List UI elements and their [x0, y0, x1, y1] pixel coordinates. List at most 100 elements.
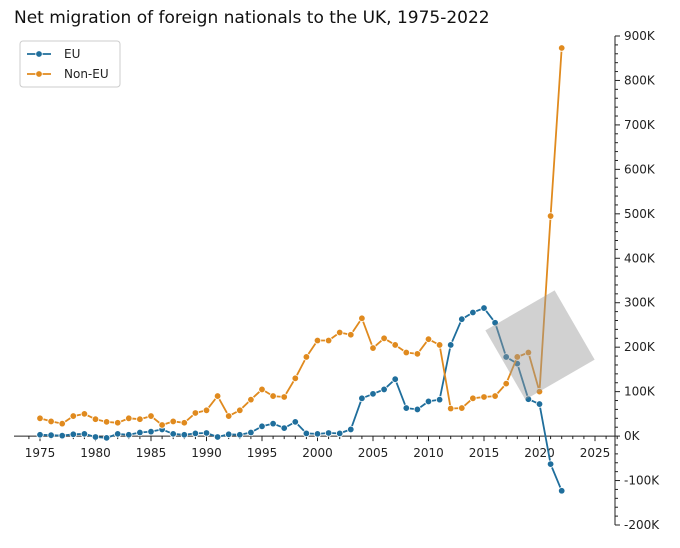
data-point-eu — [458, 315, 466, 323]
data-point-eu — [324, 429, 333, 437]
y-tick-label: 800K — [624, 73, 656, 87]
y-tick-label: 200K — [624, 340, 656, 354]
data-point-non-eu — [402, 348, 410, 357]
data-point-non-eu — [247, 395, 255, 404]
data-point-non-eu — [69, 412, 77, 420]
data-point-non-eu — [58, 419, 66, 428]
series-layer — [36, 44, 566, 495]
data-point-non-eu — [358, 314, 366, 322]
x-tick-label: 2025 — [580, 446, 611, 460]
data-point-eu — [258, 422, 266, 431]
legend-marker-non-eu — [35, 70, 43, 78]
data-point-eu — [302, 429, 311, 438]
legend-marker-eu — [35, 50, 43, 58]
data-point-eu — [347, 425, 355, 434]
data-point-non-eu — [280, 393, 288, 401]
data-point-non-eu — [458, 404, 466, 412]
data-point-non-eu — [324, 336, 333, 345]
data-point-eu — [269, 419, 277, 428]
data-point-non-eu — [180, 419, 188, 427]
data-point-eu — [147, 427, 155, 436]
data-point-eu — [480, 304, 488, 312]
data-point-non-eu — [291, 374, 299, 382]
data-point-non-eu — [336, 328, 344, 337]
data-point-eu — [391, 375, 399, 383]
data-point-non-eu — [513, 353, 521, 361]
data-point-non-eu — [447, 404, 455, 413]
x-tick-label: 2015 — [469, 446, 500, 460]
data-point-non-eu — [391, 341, 399, 349]
data-point-eu — [369, 390, 377, 398]
y-tick-label: 600K — [624, 162, 656, 176]
data-point-non-eu — [546, 212, 555, 220]
data-point-non-eu — [413, 350, 422, 358]
data-point-non-eu — [224, 412, 233, 420]
legend-label-eu: EU — [64, 47, 80, 61]
data-point-eu — [336, 429, 344, 438]
data-point-non-eu — [302, 353, 311, 361]
data-point-eu — [535, 400, 544, 408]
data-point-eu — [502, 353, 510, 361]
data-point-non-eu — [136, 415, 144, 423]
data-point-eu — [447, 341, 455, 349]
data-point-eu — [491, 319, 499, 327]
data-point-non-eu — [424, 335, 433, 343]
data-point-eu — [380, 385, 388, 394]
data-point-eu — [80, 430, 89, 438]
y-tick-label: 0K — [624, 429, 641, 443]
data-point-non-eu — [102, 418, 111, 426]
data-point-eu — [102, 434, 111, 442]
data-point-non-eu — [147, 412, 155, 420]
data-point-eu — [435, 395, 444, 404]
data-point-eu — [546, 460, 555, 468]
y-tick-label: 400K — [624, 251, 656, 265]
data-point-non-eu — [524, 348, 533, 357]
data-point-non-eu — [47, 417, 55, 426]
data-point-non-eu — [313, 336, 322, 345]
data-point-non-eu — [369, 344, 377, 352]
y-tick-label: 900K — [624, 29, 656, 43]
data-point-non-eu — [113, 419, 122, 427]
data-point-eu — [413, 405, 422, 414]
data-point-non-eu — [91, 415, 100, 423]
data-point-eu — [224, 430, 233, 439]
y-tick-label: 100K — [624, 385, 656, 399]
data-point-eu — [213, 433, 222, 441]
data-point-non-eu — [236, 406, 244, 415]
data-point-non-eu — [558, 44, 566, 52]
data-point-non-eu — [258, 385, 266, 394]
x-tick-label: 2010 — [413, 446, 444, 460]
legend-label-non-eu: Non-EU — [64, 67, 109, 81]
x-ticks-group: 1975 1980 1985 1990 1995 2000 2005 2010 2015 2020… — [25, 436, 618, 460]
data-point-non-eu — [36, 414, 44, 423]
data-point-eu — [180, 431, 188, 439]
x-tick-label: 1985 — [136, 446, 167, 460]
x-tick-label: 2005 — [358, 446, 389, 460]
legend: EU Non-EU — [19, 40, 121, 88]
data-point-non-eu — [347, 331, 355, 339]
data-point-eu — [524, 395, 533, 403]
x-tick-label: 1975 — [25, 446, 56, 460]
data-point-non-eu — [269, 392, 277, 400]
data-point-non-eu — [125, 414, 133, 423]
data-point-eu — [113, 430, 122, 438]
data-point-non-eu — [80, 410, 89, 418]
data-point-eu — [424, 397, 433, 406]
data-point-eu — [136, 428, 144, 437]
y-tick-label: 300K — [624, 296, 656, 310]
data-point-eu — [280, 424, 288, 432]
data-point-non-eu — [213, 392, 222, 400]
data-point-non-eu — [191, 409, 200, 417]
data-point-eu — [202, 429, 211, 437]
x-tick-label: 1995 — [247, 446, 278, 460]
y-ticks-group: -200K -100K 0K 100K 200K 300K 400K 500K 600K 700K… — [615, 29, 660, 532]
data-point-eu — [402, 404, 410, 412]
data-point-eu — [558, 487, 566, 495]
data-point-eu — [358, 394, 366, 403]
data-point-non-eu — [202, 406, 211, 415]
watermark-box — [485, 290, 595, 400]
data-point-eu — [91, 433, 100, 441]
data-point-eu — [236, 431, 244, 439]
legend-box — [19, 40, 121, 88]
